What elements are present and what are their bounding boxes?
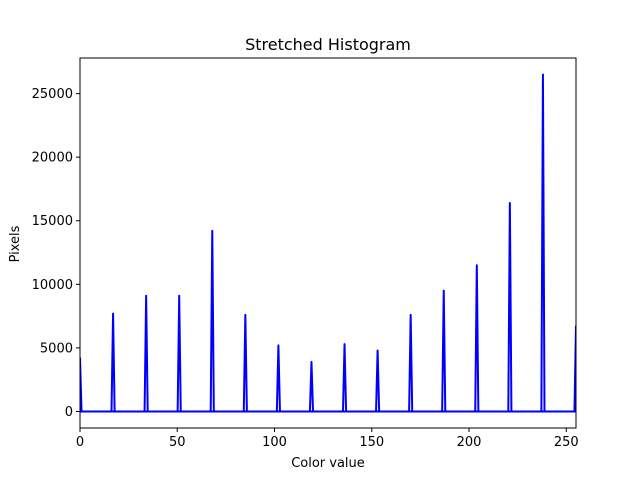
histogram-spike	[375, 349, 381, 412]
histogram-spike	[176, 294, 182, 412]
x-tick-label: 150	[359, 435, 384, 450]
plot-area	[80, 73, 576, 413]
chart-title: Stretched Histogram	[245, 35, 411, 54]
y-tick-label: 15000	[32, 214, 73, 229]
histogram-spike	[341, 343, 348, 412]
y-tick-label: 20000	[32, 151, 73, 166]
histogram-spike	[80, 357, 83, 412]
x-tick-label: 100	[262, 435, 287, 450]
y-tick-label: 25000	[32, 87, 73, 102]
y-tick-label: 0	[65, 405, 73, 420]
histogram-spike	[143, 294, 149, 412]
histogram-spike	[110, 312, 116, 412]
histogram-spike	[441, 289, 447, 412]
histogram-spike	[474, 264, 480, 412]
axes-frame	[79, 57, 577, 429]
histogram-spike	[242, 313, 248, 412]
series-group	[80, 73, 576, 413]
histogram-spike	[408, 313, 414, 412]
histogram-spike	[209, 229, 215, 412]
histogram-spike	[573, 325, 576, 412]
axes: 0 50 100 150 200 250 0 5000 10000 15000 20000 25000	[32, 57, 579, 450]
y-tick-label: 5000	[40, 341, 73, 356]
histogram-spike	[540, 73, 546, 412]
histogram-spike	[507, 201, 513, 412]
x-tick-label: 0	[76, 435, 84, 450]
histogram-spike	[275, 344, 281, 412]
x-tick-label: 200	[457, 435, 482, 450]
x-tick-label: 50	[169, 435, 186, 450]
y-tick-label: 10000	[32, 278, 73, 293]
histogram-spike	[308, 360, 315, 412]
y-axis-label: Pixels	[8, 225, 23, 262]
x-tick-label: 250	[554, 435, 579, 450]
x-axis-label: Color value	[291, 456, 365, 471]
